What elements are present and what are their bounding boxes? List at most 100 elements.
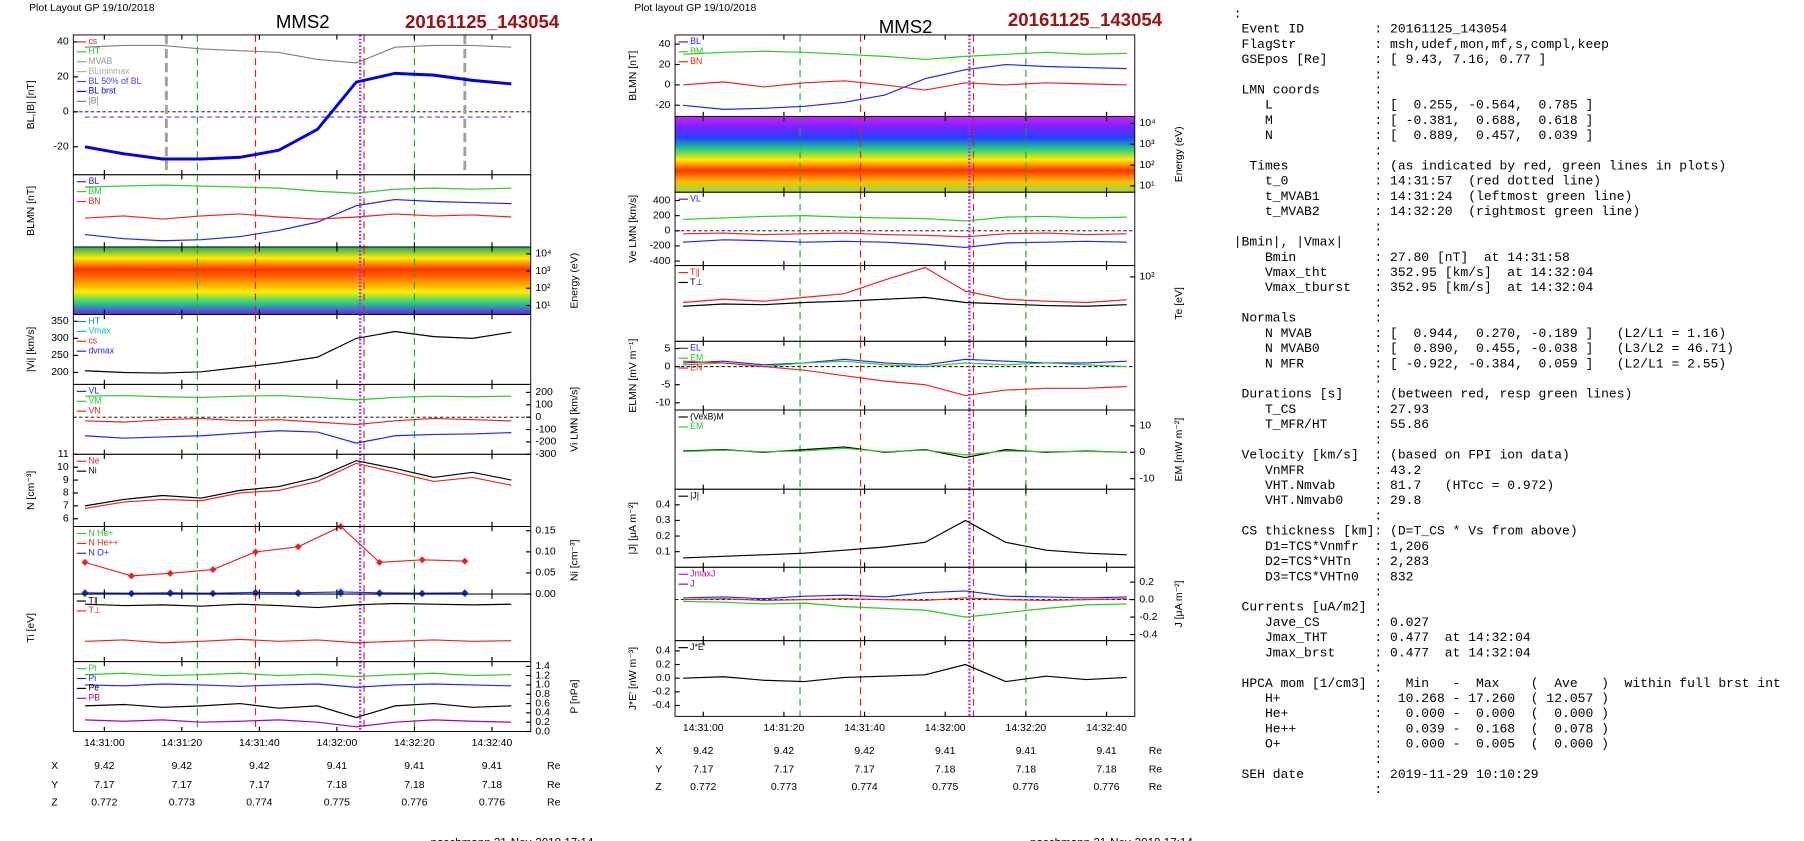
y-axis-label: Ti [eV] (26, 613, 37, 643)
y-tick-label: 0.10 (535, 547, 556, 558)
y-tick-label: 40 (659, 39, 671, 50)
y-tick-label: 0.15 (535, 525, 556, 536)
info-line: Normals : (1234, 311, 1383, 326)
y-tick-label: 1.4 (535, 661, 550, 672)
position-value: 9.42 (249, 761, 270, 772)
x-tick-label: 14:32:20 (394, 738, 435, 749)
point-marker (127, 589, 135, 597)
y-tick-label: 1.0 (535, 680, 550, 691)
series-line (84, 71, 512, 161)
position-value: 9.41 (404, 761, 425, 772)
point-marker (376, 589, 384, 597)
position-label: X (655, 746, 662, 757)
y-tick-label: 0.3 (656, 515, 671, 526)
info-line: t_MVAB1 : 14:31:24 (leftmost green line) (1234, 189, 1633, 204)
series-line (84, 702, 512, 719)
y-tick-label: -0.2 (652, 687, 670, 698)
x-tick-label: 14:31:00 (683, 723, 724, 734)
series-line (84, 672, 512, 678)
y-tick-label: 10 (1139, 421, 1151, 432)
y-tick-label: 6 (63, 514, 69, 525)
position-unit: Re (547, 797, 561, 808)
position-value: 7.17 (249, 780, 270, 791)
info-line: HPCA mom [1/cm3] : Min - Max ( Ave ) wit… (1234, 676, 1781, 691)
legend-label: VL (88, 386, 99, 396)
y-axis-label: J [μA m⁻²] (1174, 580, 1185, 627)
legend-label: Ne (88, 456, 99, 466)
legend-label: (VexB)M (690, 411, 723, 421)
info-line: N MVAB : [ 0.944, 0.270, -0.189 ] (L2/L1… (1234, 326, 1726, 341)
info-line: Bmin : 27.80 [nT] at 14:31:58 (1234, 250, 1570, 265)
position-value: 9.42 (94, 761, 115, 772)
y-tick-label: 5 (665, 343, 671, 354)
series-line (683, 360, 1127, 397)
position-value: 7.17 (172, 780, 193, 791)
panel-frame (72, 526, 532, 595)
position-value: 7.18 (935, 765, 956, 776)
legend-label: BL (690, 36, 701, 46)
panel-frame (72, 453, 532, 527)
position-value: 0.775 (932, 782, 958, 793)
info-line: : (1234, 295, 1383, 310)
point-marker (81, 558, 89, 566)
y-tick-label: -200 (649, 241, 670, 252)
event-label: 20161125_143054 (1008, 9, 1163, 30)
y-tick-label: 0.2 (656, 531, 671, 542)
point-marker (166, 569, 174, 577)
panel: -10 0 10 EM [mW m⁻²] (VexB)MEM (674, 409, 1185, 490)
series-line (84, 430, 512, 444)
y-tick-label: 0.05 (535, 568, 556, 579)
position-unit: Re (1149, 782, 1163, 793)
legend-label: Vmax (88, 326, 111, 336)
panel-frame (674, 340, 1136, 411)
y-tick-label: -400 (649, 256, 670, 267)
legend-label: J*E' (690, 642, 706, 652)
info-line: SEH date : 2019-11-29 10:10:29 (1234, 767, 1539, 782)
info-line: CS thickness [km]: (D=T_CS * Vs from abo… (1234, 524, 1578, 539)
series-line (683, 296, 1127, 307)
y-tick-label: 0.4 (656, 500, 671, 511)
y-tick-label: 0 (665, 226, 671, 237)
legend-label: N O+ (88, 548, 109, 558)
info-line: N : [ 0.889, 0.457, 0.039 ] (1234, 128, 1594, 143)
footer: paschmann 21-Nov-2018 17:14 (431, 836, 594, 841)
legend-label: cs (88, 336, 97, 346)
y-tick-label: 10³ (535, 266, 551, 277)
info-line: N MFR : [ -0.922, -0.384, 0.059 ] (L2/L1… (1234, 356, 1726, 371)
legend-label: J (690, 578, 694, 588)
series-line (683, 80, 1127, 91)
y-tick-label: 300 (51, 333, 69, 344)
position-value: 7.17 (693, 765, 714, 776)
info-line: |Bmin|, |Vmax| : (1234, 235, 1383, 250)
position-value: 0.774 (851, 782, 877, 793)
legend-label: VL (690, 193, 701, 203)
y-axis-label: EM [mW m⁻²] (1174, 418, 1185, 482)
y-tick-label: 10⁴ (535, 249, 551, 260)
legend-label: PB (88, 693, 100, 703)
spacecraft-label: MMS2 (879, 16, 933, 37)
point-marker (252, 548, 260, 556)
position-value: 0.772 (91, 797, 117, 808)
plot-layout-label: Plot layout GP 19/10/2018 (634, 3, 756, 14)
point-marker (127, 572, 135, 580)
position-value: 9.41 (327, 761, 348, 772)
position-value: 0.772 (690, 782, 716, 793)
y-tick-label: 40 (57, 37, 69, 48)
legend-label: cs (88, 36, 97, 46)
point-marker (418, 589, 426, 597)
panel-frame (72, 34, 532, 176)
x-tick-label: 14:31:40 (239, 738, 280, 749)
info-line: Vmax_tburst : 352.95 [km/s] at 14:32:04 (1234, 280, 1594, 295)
legend-label: T∥ (690, 267, 700, 277)
info-line: t_MVAB2 : 14:32:20 (rightmost green line… (1234, 204, 1640, 219)
y-tick-label: -5 (661, 379, 670, 390)
info-line: : (1234, 143, 1383, 158)
series-line (84, 330, 512, 374)
y-tick-label: 0.6 (535, 698, 550, 709)
panel: -400 -200 0 200 400 Ve LMN [km/s] VL (628, 191, 1136, 267)
position-value: 9.42 (854, 746, 875, 757)
info-line: Jmax_brst : 0.477 at 14:32:04 (1234, 645, 1531, 660)
